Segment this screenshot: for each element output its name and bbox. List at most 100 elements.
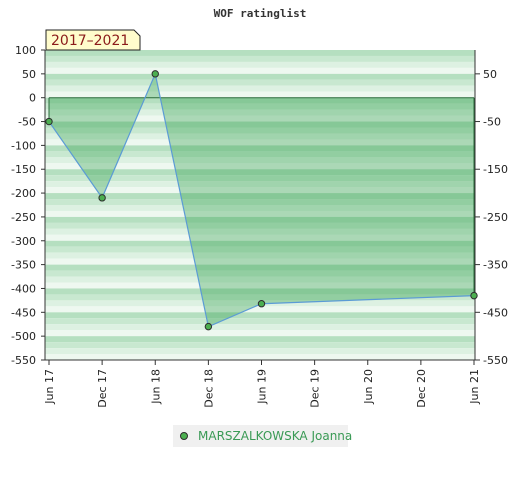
y-tick-label-left: -400 [11,282,36,295]
background-bands [45,50,475,360]
data-points [45,70,478,331]
background-band [45,157,475,164]
background-band [45,163,475,170]
y-tick-label-left: -50 [18,116,36,129]
x-tick-label: Jun 21 [468,369,481,405]
background-band [45,270,475,277]
y-tick-label-left: 100 [15,44,36,57]
background-band [45,288,475,295]
data-point [151,70,159,78]
y-tick-label-right: -50 [483,116,501,129]
background-band [45,115,475,122]
background-band [45,306,475,313]
background-band [45,133,475,140]
x-tick-label: Jun 18 [149,369,162,405]
background-band [45,354,475,360]
background-band [45,97,475,104]
data-point [204,322,213,331]
background-band [45,222,475,229]
background-band [45,169,475,176]
background-band [45,318,475,325]
background-band [45,199,475,205]
y-tick-label-right: -550 [483,354,508,367]
background-band [45,175,475,182]
legend-label: MARSZALKOWSKA Joanna [198,429,352,443]
y-tick-label-right: 50 [483,68,497,81]
y-tick-label-left: 0 [29,92,36,105]
background-band [45,246,475,253]
background-band [45,240,475,247]
period-badge: 2017–2021 [45,29,141,51]
background-band [45,205,475,211]
x-tick-label: Jun 17 [43,369,56,405]
y-tick-label-left: -300 [11,235,36,248]
x-tick-label: Dec 19 [309,369,322,408]
y-tick-label-left: -550 [11,354,36,367]
y-axis-right-ticks: 50 -50 -150 -250 -350 -450 -550 [475,68,508,367]
y-tick-label-right: -250 [483,211,508,224]
background-band [45,121,475,128]
background-band [45,73,475,80]
background-band [45,181,475,188]
background-band [45,342,475,349]
y-tick-label-left: -250 [11,211,36,224]
background-band [45,67,475,74]
legend-marker-icon [180,432,188,440]
background-band [45,187,475,194]
background-band [45,312,475,319]
data-point [470,291,478,300]
x-tick-label: Jun 19 [256,369,269,405]
y-axis-left-ticks: 100 50 0 -50 -100 -150 -200 -250 -300 -350 -400 -45… [11,44,45,367]
background-band [45,145,475,152]
y-tick-label-left: -150 [11,163,36,176]
background-band [45,61,475,68]
background-band [45,91,475,98]
y-tick-label-left: -500 [11,330,36,343]
background-band [45,79,475,86]
background-band [45,282,475,289]
y-tick-label-left: -350 [11,259,36,272]
background-band [45,330,475,337]
x-tick-label: Dec 20 [415,369,428,408]
y-tick-label-right: -350 [483,259,508,272]
y-tick-label-left: 50 [22,68,36,81]
x-tick-label: Dec 18 [202,369,215,408]
background-band [45,127,475,134]
background-band [45,55,475,62]
data-point [45,117,53,126]
background-band [45,85,475,92]
background-band [45,276,475,283]
background-band [45,258,475,265]
background-band [45,151,475,158]
background-band [45,234,475,241]
period-badge-label: 2017–2021 [51,33,129,49]
data-point [257,300,266,308]
x-axis-ticks: Jun 17 Dec 17 Jun 18 Dec 18 Jun 19 Dec 19 Jun … [43,360,481,408]
axes [44,50,476,361]
background-band [45,324,475,331]
background-band [45,50,475,56]
x-tick-label: Jun 20 [362,369,375,405]
data-point [98,194,106,202]
legend[interactable]: MARSZALKOWSKA Joanna [173,425,352,447]
background-band [45,264,475,271]
y-tick-label-left: -100 [11,139,36,152]
chart-title: WOF ratinglist [214,7,307,20]
background-band [45,109,475,116]
background-band [45,228,475,235]
background-band [45,210,475,217]
legend-box [173,425,348,447]
y-tick-label-left: -450 [11,306,36,319]
area-edges [48,97,475,296]
area-layer [48,71,475,328]
background-band [45,139,475,146]
y-tick-label-right: -450 [483,306,508,319]
background-band [45,294,475,301]
background-band [45,193,475,200]
background-band [45,216,475,223]
series-line [48,71,475,328]
background-band [45,252,475,259]
y-tick-label-right: -150 [483,163,508,176]
x-tick-label: Dec 17 [96,369,109,408]
